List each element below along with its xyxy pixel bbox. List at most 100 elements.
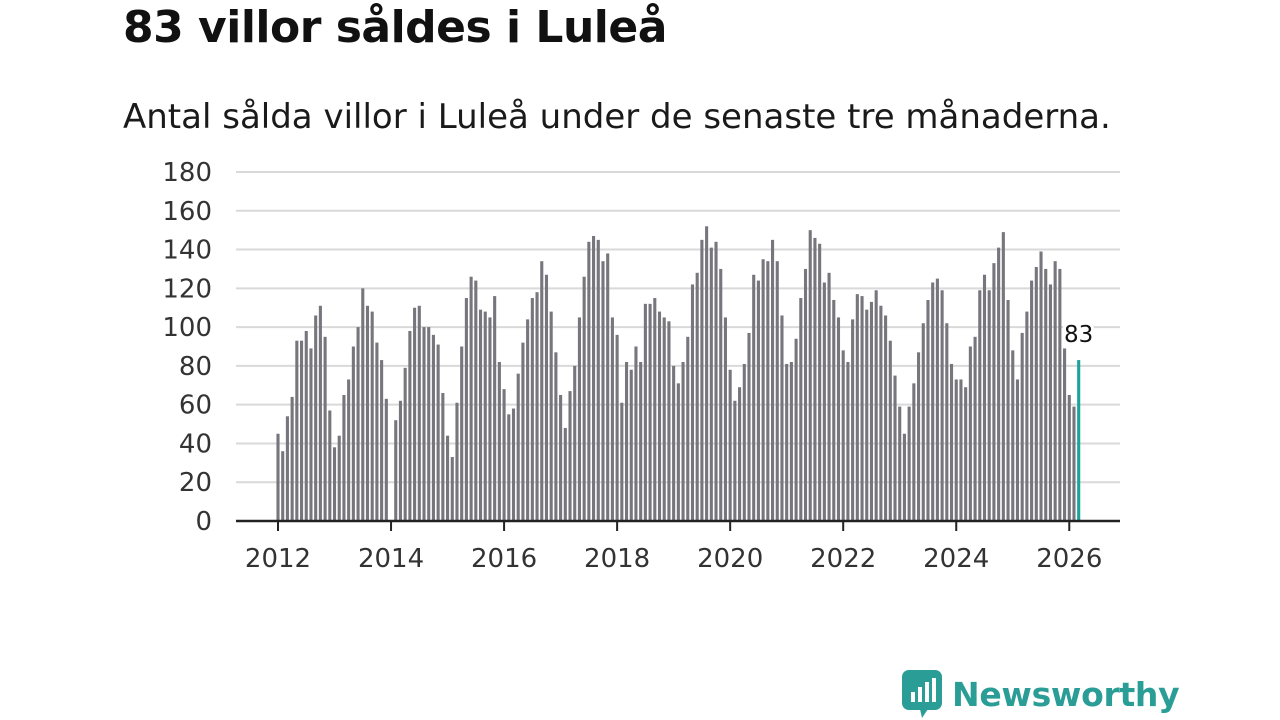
bar xyxy=(530,298,534,521)
bar xyxy=(968,346,972,521)
bar xyxy=(285,416,289,521)
x-tick-label-2018: 2018 xyxy=(584,544,650,574)
bar xyxy=(1030,280,1034,521)
x-tick-label-2022: 2022 xyxy=(810,544,876,574)
x-tick-label-2020: 2020 xyxy=(697,544,763,574)
bar xyxy=(771,239,775,522)
bar xyxy=(356,327,360,521)
bar xyxy=(827,272,831,521)
bar xyxy=(648,303,652,521)
bar xyxy=(1044,268,1048,521)
bar xyxy=(789,362,793,521)
bar xyxy=(573,365,577,521)
bar xyxy=(884,315,888,521)
bar xyxy=(422,327,426,521)
x-tick-label-2024: 2024 xyxy=(923,544,989,574)
x-tick-label-2012: 2012 xyxy=(245,544,311,574)
bar xyxy=(766,261,770,521)
y-tick-label-100: 100 xyxy=(162,313,212,343)
bar xyxy=(535,292,539,521)
bar xyxy=(1020,332,1024,521)
bar xyxy=(912,383,916,521)
newsworthy-logo-icon xyxy=(902,670,942,718)
bar xyxy=(1053,261,1057,521)
bar xyxy=(832,299,836,521)
newsworthy-logo-text: Newsworthy xyxy=(952,674,1180,714)
y-tick-label-0: 0 xyxy=(195,507,212,537)
bar xyxy=(639,362,643,521)
bar xyxy=(431,334,435,521)
bar xyxy=(794,338,798,521)
y-tick-label-80: 80 xyxy=(179,352,212,382)
bar xyxy=(846,362,850,521)
bar xyxy=(1025,311,1029,521)
bar xyxy=(290,396,294,521)
bar xyxy=(803,268,808,521)
bar xyxy=(347,379,351,521)
bar xyxy=(469,276,473,521)
bar xyxy=(705,226,709,522)
gridlines xyxy=(236,171,1120,484)
bar xyxy=(869,301,874,521)
bar xyxy=(959,379,963,521)
bar xyxy=(488,317,492,521)
last-value-callout: 83 xyxy=(1061,319,1096,351)
bar xyxy=(917,352,921,521)
bar xyxy=(493,296,497,521)
bar xyxy=(502,389,506,521)
bar xyxy=(690,284,695,521)
bar xyxy=(926,299,930,521)
bar xyxy=(756,280,760,521)
y-tick-label-20: 20 xyxy=(179,468,212,498)
bar xyxy=(384,398,388,521)
bar xyxy=(987,290,991,521)
bar xyxy=(949,363,954,521)
bar xyxy=(1015,379,1020,521)
bar xyxy=(907,406,911,521)
bar xyxy=(596,239,600,522)
bar xyxy=(978,290,982,521)
bar xyxy=(455,402,459,521)
bar xyxy=(606,253,610,521)
bar xyxy=(1063,348,1067,521)
chart-title: 83 villor såldes i Luleå xyxy=(123,2,667,53)
bar xyxy=(657,311,662,521)
bar xyxy=(723,317,727,521)
bar xyxy=(394,420,398,521)
bar xyxy=(676,383,680,521)
bar xyxy=(719,268,723,521)
bar xyxy=(332,447,337,521)
bar xyxy=(403,367,407,521)
bar xyxy=(799,298,803,521)
bar xyxy=(544,274,549,521)
bar xyxy=(281,451,285,521)
bar xyxy=(752,274,756,521)
bar xyxy=(464,298,468,521)
bar xyxy=(361,288,365,521)
bar xyxy=(662,317,666,521)
bar xyxy=(417,305,421,521)
bar xyxy=(808,230,812,522)
bar xyxy=(1048,284,1052,521)
bar xyxy=(427,327,431,521)
bar xyxy=(742,363,746,521)
bar xyxy=(582,276,586,521)
bar xyxy=(1001,232,1005,522)
bar xyxy=(554,352,558,521)
bar xyxy=(408,330,412,521)
bar xyxy=(629,369,633,521)
bar xyxy=(672,365,676,521)
bar xyxy=(653,298,657,521)
bar xyxy=(954,379,958,521)
bar xyxy=(643,303,647,521)
bar xyxy=(855,294,859,521)
bar xyxy=(526,319,530,521)
y-axis-ticks: 0 20 40 60 80 100 120 140 160 180 xyxy=(162,158,212,537)
bar xyxy=(874,290,878,521)
bar xyxy=(474,280,478,521)
bar xyxy=(973,336,977,521)
bar xyxy=(813,237,817,522)
bar xyxy=(568,391,572,521)
bar xyxy=(822,282,826,521)
